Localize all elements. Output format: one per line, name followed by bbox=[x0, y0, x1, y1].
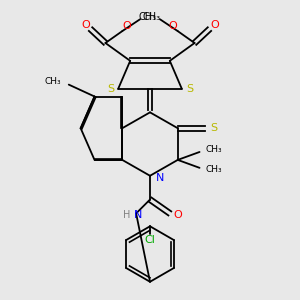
Text: S: S bbox=[107, 84, 114, 94]
Text: CH₃: CH₃ bbox=[143, 12, 161, 22]
Text: O: O bbox=[81, 20, 90, 30]
Text: S: S bbox=[210, 123, 217, 133]
Text: H: H bbox=[122, 210, 130, 220]
Text: O: O bbox=[210, 20, 219, 30]
Text: Cl: Cl bbox=[145, 235, 155, 245]
Text: CH₃: CH₃ bbox=[139, 12, 157, 22]
Text: CH₃: CH₃ bbox=[205, 165, 222, 174]
Text: CH₃: CH₃ bbox=[205, 146, 222, 154]
Text: N: N bbox=[134, 210, 142, 220]
Text: O: O bbox=[168, 21, 177, 31]
Text: S: S bbox=[186, 84, 193, 94]
Text: N: N bbox=[156, 173, 164, 183]
Text: O: O bbox=[123, 21, 132, 31]
Text: CH₃: CH₃ bbox=[45, 77, 61, 86]
Text: O: O bbox=[173, 210, 182, 220]
